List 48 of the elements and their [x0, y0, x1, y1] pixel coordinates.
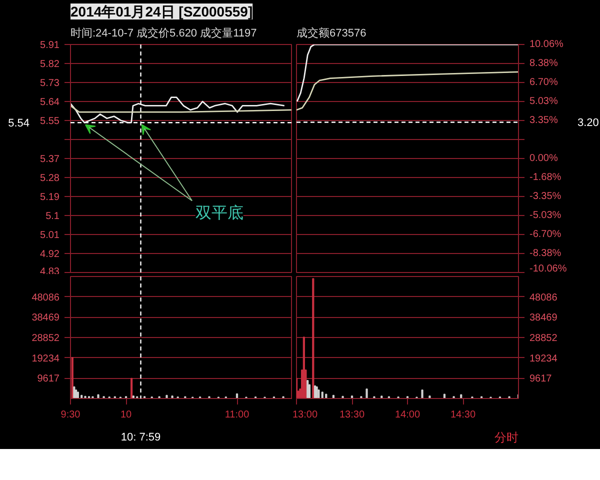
y-tick-label: 28852	[32, 333, 60, 344]
x-tick-label: 9:30	[60, 410, 81, 420]
y-tick-label: 28852	[530, 333, 558, 344]
y-tick-label: 19234	[32, 353, 60, 364]
y-tick-label: 19234	[530, 353, 558, 364]
y-tick-label: 5.82	[40, 59, 60, 70]
ref-line-label: 3.20	[578, 117, 599, 130]
y-tick-label: 5.28	[40, 173, 60, 184]
text: 成交额673576	[296, 26, 366, 40]
annotation: 双平底	[195, 204, 244, 222]
text: 3.35%	[530, 115, 558, 126]
ref-line-label: 5.54	[8, 118, 30, 130]
x-tick-label: 14:00	[394, 410, 420, 420]
ref-line-label: 10: 7:59	[120, 432, 161, 444]
y-tick-label: 5.73	[40, 78, 60, 89]
text: 分时	[494, 430, 518, 444]
y-tick-label: 5.64	[40, 97, 60, 108]
y-tick-label: 9617	[37, 374, 60, 385]
text: -3.35%	[530, 190, 562, 202]
y-tick-label: 9617	[530, 374, 552, 385]
y-tick-label: 5.1	[46, 211, 60, 222]
text: 10.06%	[530, 39, 564, 50]
text: -5.03%	[530, 210, 562, 221]
x-tick-label: 13:00	[292, 410, 318, 420]
y-tick-label: 5.01	[40, 230, 60, 241]
y-tick-label: 48086	[530, 292, 558, 304]
text: 5.03%	[530, 96, 558, 107]
x-tick-label: 10	[120, 410, 132, 420]
text: -10.06%	[530, 264, 567, 274]
y-tick-label: 5.19	[40, 192, 60, 203]
y-tick-label: 38469	[530, 312, 558, 324]
chart-title: 2014年01月24日 [SZ000559]	[70, 4, 253, 20]
x-tick-label: 14:30	[450, 410, 476, 420]
text: -1.68%	[530, 172, 562, 184]
y-tick-label: 5.91	[40, 40, 60, 51]
text: 0.00%	[530, 153, 558, 164]
text: -6.70%	[530, 228, 562, 240]
text: 6.70%	[530, 77, 558, 88]
y-tick-label: 48086	[32, 292, 60, 304]
y-tick-label: 5.55	[40, 116, 60, 127]
y-tick-label: 5.37	[40, 154, 60, 165]
text: -8.38%	[530, 248, 562, 259]
y-tick-label: 38469	[32, 312, 60, 324]
text: 时间:24-10-7 成交价5.620 成交量1197	[70, 26, 257, 40]
x-tick-label: 13:30	[339, 410, 365, 420]
x-tick-label: 11:00	[224, 410, 250, 420]
y-tick-label: 4.92	[40, 249, 60, 260]
text: 8.38%	[530, 58, 558, 70]
